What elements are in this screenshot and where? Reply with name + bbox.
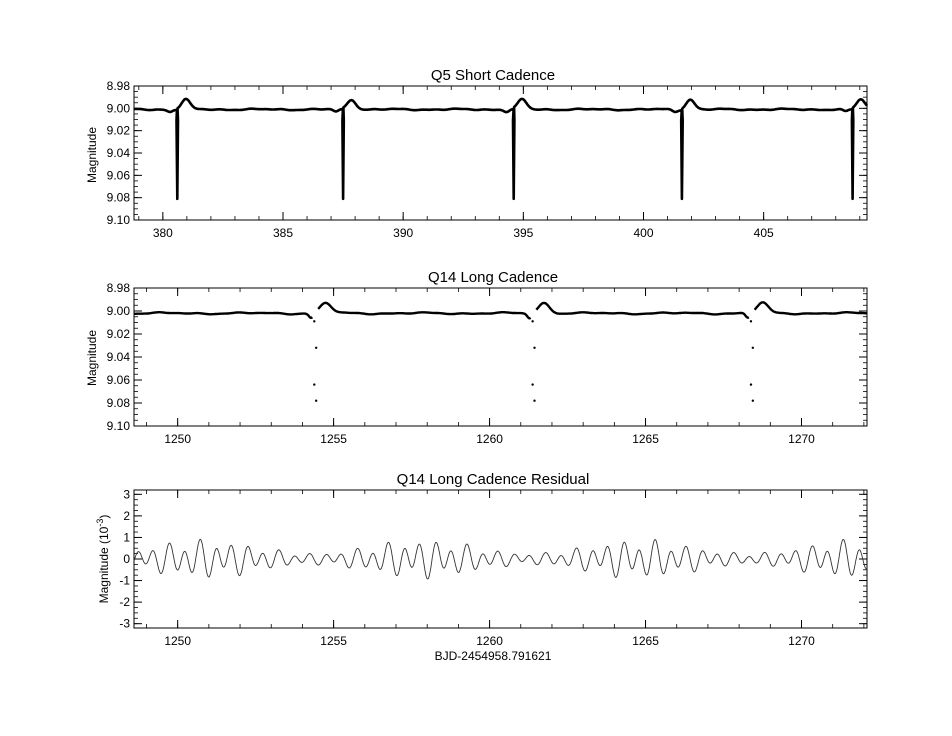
x-tick-label: 400: [633, 226, 653, 240]
eclipse-point: [313, 320, 316, 323]
series-q14-light-curve: [133, 301, 868, 320]
panel2-title: Q14 Long Cadence: [428, 269, 558, 286]
y-tick-label: 9.04: [107, 350, 131, 364]
eclipse-point: [531, 320, 534, 323]
eclipse-point: [751, 399, 755, 402]
y-tick-label: -2: [119, 595, 130, 609]
x-tick-label: 390: [393, 226, 413, 240]
panel-q5-short-cadence: Q5 Short Cadence Magnitude 380 385 390 395 4…: [85, 67, 869, 240]
panel1-title: Q5 Short Cadence: [431, 67, 555, 84]
y-tick-label: 9.10: [107, 419, 131, 433]
panel-q14-residual: Q14 Long Cadence Residual Magnitude (10-…: [95, 471, 868, 663]
y-tick-label: 9.00: [107, 304, 131, 318]
x-tick-label: 1270: [788, 634, 815, 648]
eclipse-point: [531, 383, 534, 386]
y-tick-label: -1: [119, 574, 130, 588]
series-q5-light-curve: [133, 97, 869, 201]
x-tick-label: 1250: [164, 432, 191, 446]
y-tick-label: 3: [123, 487, 130, 501]
y-tick-label: 2: [123, 509, 130, 523]
eclipse-point: [314, 399, 318, 402]
eclipse-point: [314, 346, 318, 349]
eclipse-point: [313, 383, 316, 386]
y-tick-label: 9.02: [107, 124, 131, 138]
panel3-plot-area: 1250 1255 1260 1265 1270 3 2 1 0 -1 -2 -3: [119, 487, 868, 648]
x-tick-label: 380: [153, 226, 173, 240]
panel2-y-axis-label: Magnitude: [85, 330, 99, 386]
eclipse-point: [749, 383, 753, 386]
panel3-y-label-exponent: -3: [95, 519, 105, 527]
y-tick-label: 9.06: [107, 168, 131, 182]
panel2-plot-area: 1250 1255 1260 1265 1270 8.98 9.00 9.02 9.04 9.06…: [107, 281, 868, 446]
panel3-y-label-main: Magnitude (10: [97, 526, 111, 603]
x-tick-label: 1255: [320, 432, 347, 446]
eclipse-point: [533, 346, 536, 349]
x-tick-label: 1260: [476, 432, 503, 446]
y-tick-label: 9.08: [107, 396, 131, 410]
y-tick-label: 9.00: [107, 101, 131, 115]
y-tick-label: 9.04: [107, 146, 131, 160]
x-tick-label: 1250: [164, 634, 191, 648]
panel3-title: Q14 Long Cadence Residual: [397, 471, 590, 488]
x-tick-label: 1265: [632, 432, 659, 446]
y-tick-label: 9.10: [107, 213, 131, 227]
panel-q14-long-cadence: Q14 Long Cadence Magnitude 1250 1255 1260 1…: [85, 269, 868, 446]
panel3-y-axis-label: Magnitude (10-3): [95, 515, 111, 604]
x-tick-label: 395: [513, 226, 533, 240]
x-tick-label: 1255: [320, 634, 347, 648]
x-tick-label: 405: [754, 226, 774, 240]
eclipse-point: [533, 399, 536, 402]
x-tick-label: 1270: [788, 432, 815, 446]
x-tick-label: 1260: [476, 634, 503, 648]
y-tick-label: 0: [123, 552, 130, 566]
y-tick-label: 1: [123, 530, 130, 544]
panel1-y-axis-label: Magnitude: [85, 127, 99, 183]
y-tick-label: 9.02: [107, 327, 131, 341]
y-tick-label: 8.98: [107, 281, 131, 295]
panel3-x-axis-label: BJD-2454958.791621: [435, 649, 552, 663]
panel3-y-label-close: ): [97, 515, 111, 519]
x-tick-label: 1265: [632, 634, 659, 648]
y-tick-label: -3: [119, 617, 130, 631]
y-tick-label: 9.08: [107, 191, 131, 205]
y-tick-label: 8.98: [107, 79, 131, 93]
y-tick-label: 9.06: [107, 373, 131, 387]
series-residual: [133, 538, 868, 580]
eclipse-point: [751, 346, 755, 349]
panel1-plot-area: 380 385 390 395 400 405 8.98 9.00 9.02 9.04 9.06 9.…: [107, 79, 869, 240]
eclipse-point: [749, 320, 753, 323]
x-tick-label: 385: [273, 226, 293, 240]
